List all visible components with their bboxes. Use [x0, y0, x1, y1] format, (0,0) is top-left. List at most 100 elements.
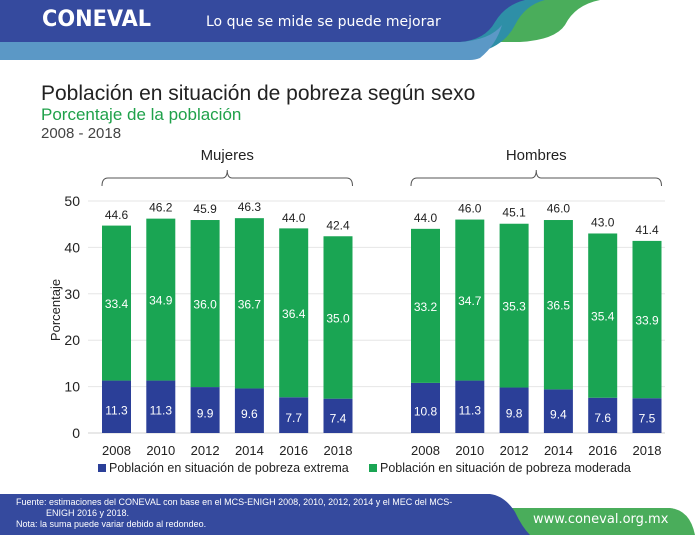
legend-label: Población en situación de pobreza extrem…	[109, 461, 349, 475]
source-note: Fuente: estimaciones del CONEVAL con bas…	[16, 497, 496, 530]
coneval-logo: CONEVAL	[42, 7, 152, 32]
x-tick-label: 2018	[324, 443, 353, 458]
bar-value-label: 11.3	[105, 403, 128, 417]
header-navy-band	[0, 0, 525, 42]
bar-pobreza-extrema	[543, 389, 573, 433]
legend-swatch	[98, 464, 106, 472]
bar-value-label: 11.3	[150, 403, 173, 417]
bar-value-label: 35.0	[326, 311, 350, 325]
bar-value-label: 7.6	[594, 411, 611, 425]
bar-total-label: 44.6	[105, 208, 129, 222]
group-label: Hombres	[506, 147, 567, 164]
bar-total-label: 41.4	[635, 223, 659, 237]
bar-value-label: 9.4	[550, 407, 567, 421]
bar-value-label: 33.4	[105, 297, 129, 311]
bar-pobreza-moderada	[102, 225, 131, 381]
bar-pobreza-moderada	[190, 220, 220, 388]
x-tick-label: 2016	[588, 443, 617, 458]
bar-pobreza-extrema	[146, 380, 176, 433]
x-tick-label: 2012	[500, 443, 529, 458]
chart-subtitle: Porcentaje de la población	[41, 105, 242, 124]
bar-pobreza-extrema	[234, 388, 264, 433]
bar-pobreza-extrema	[588, 397, 618, 433]
y-tick-label: 30	[64, 286, 80, 302]
bar-value-label: 36.5	[547, 299, 571, 313]
footer-banner	[0, 494, 695, 535]
x-tick-label: 2008	[102, 443, 131, 458]
bar-pobreza-extrema	[411, 382, 440, 433]
bar-pobreza-moderada	[323, 236, 353, 399]
x-tick-label: 2010	[146, 443, 175, 458]
bar-value-label: 7.4	[330, 412, 347, 426]
bar-value-label: 11.3	[459, 403, 482, 417]
x-tick-label: 2014	[235, 443, 264, 458]
bar-pobreza-moderada	[632, 240, 662, 399]
x-tick-label: 2012	[191, 443, 220, 458]
bar-value-label: 35.4	[591, 310, 615, 324]
bar-pobreza-moderada	[146, 218, 176, 381]
bar-total-label: 45.1	[502, 206, 526, 220]
legend-label: Población en situación de pobreza modera…	[380, 461, 631, 475]
header-lightblue-wave	[0, 25, 502, 60]
source-line-2: ENIGH 2016 y 2018.	[46, 508, 130, 518]
bar-pobreza-extrema	[190, 387, 220, 433]
bar-total-label: 42.4	[326, 218, 350, 232]
footer-navy-band	[0, 494, 530, 535]
bar-value-label: 7.7	[285, 411, 302, 425]
chart-title: Población en situación de pobreza según …	[41, 82, 476, 105]
footer-green-band	[470, 508, 695, 535]
bar-total-label: 44.0	[414, 211, 438, 225]
bar-total-label: 43.0	[591, 215, 615, 229]
x-tick-label: 2008	[411, 443, 440, 458]
bar-value-label: 33.9	[635, 314, 659, 328]
bar-value-label: 33.2	[414, 300, 438, 314]
y-tick-label: 50	[64, 193, 80, 209]
bar-value-label: 36.4	[282, 307, 306, 321]
y-tick-label: 0	[72, 425, 80, 441]
bar-value-label: 9.6	[241, 407, 258, 421]
rounding-note: Nota: la suma puede variar debido al red…	[16, 519, 207, 529]
y-tick-label: 10	[64, 379, 80, 395]
bar-value-label: 34.9	[149, 294, 173, 308]
group-brace	[410, 169, 662, 187]
y-axis-label: Porcentaje	[48, 279, 63, 341]
bar-value-label: 36.7	[238, 297, 262, 311]
group-label: Mujeres	[201, 147, 254, 164]
source-line-1: Fuente: estimaciones del CONEVAL con bas…	[16, 497, 453, 507]
group-brace	[101, 169, 353, 187]
bar-pobreza-extrema	[102, 380, 131, 433]
bar-value-label: 35.3	[502, 300, 526, 314]
bar-value-label: 34.7	[458, 294, 482, 308]
bar-pobreza-extrema	[632, 398, 662, 433]
bar-value-label: 9.8	[506, 407, 523, 421]
bar-total-label: 46.2	[149, 201, 173, 215]
x-tick-label: 2010	[455, 443, 484, 458]
bar-value-label: 10.8	[414, 404, 438, 418]
website-link[interactable]: www.coneval.org.mx	[533, 512, 669, 527]
bar-total-label: 46.3	[238, 200, 262, 214]
y-tick-label: 40	[64, 239, 80, 255]
bar-total-label: 46.0	[547, 202, 571, 216]
bar-value-label: 7.5	[639, 411, 656, 425]
bar-pobreza-moderada	[543, 220, 573, 390]
x-tick-label: 2016	[279, 443, 308, 458]
bar-pobreza-moderada	[234, 218, 264, 389]
bar-value-label: 36.0	[193, 298, 217, 312]
x-tick-label: 2014	[544, 443, 573, 458]
bar-total-label: 45.9	[193, 202, 217, 216]
y-tick-label: 20	[64, 332, 80, 348]
bar-pobreza-moderada	[411, 228, 440, 383]
bar-value-label: 9.9	[197, 406, 214, 420]
bar-pobreza-extrema	[323, 398, 353, 433]
bar-pobreza-moderada	[588, 233, 618, 398]
header-banner	[0, 0, 600, 60]
slogan: Lo que se mide se puede mejorar	[206, 14, 441, 30]
bar-pobreza-extrema	[455, 380, 485, 433]
bar-pobreza-extrema	[499, 387, 529, 433]
bar-pobreza-extrema	[279, 397, 309, 433]
x-tick-label: 2018	[633, 443, 662, 458]
bar-pobreza-moderada	[279, 228, 309, 398]
bar-total-label: 44.0	[282, 211, 306, 225]
bar-pobreza-moderada	[499, 223, 529, 388]
